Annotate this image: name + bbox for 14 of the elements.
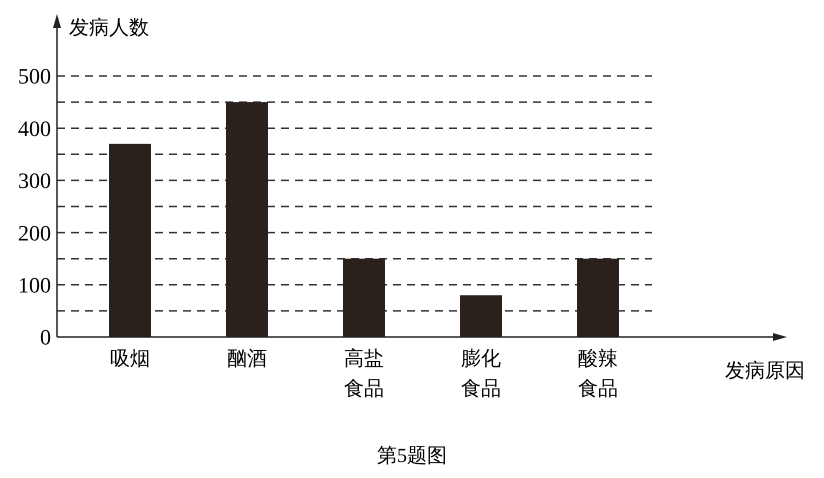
text: 第5题图	[377, 445, 447, 467]
y-tick-label: 100	[18, 272, 51, 298]
x-tick-label: 膨化食品	[461, 348, 501, 400]
y-tick-label: 300	[18, 168, 51, 194]
y-tick-label: 0	[40, 324, 51, 350]
y-axis-title: 发病人数	[69, 17, 149, 39]
y-tick-label: 400	[18, 116, 51, 141]
x-tick-label: 吸烟	[110, 348, 150, 370]
y-tick-label: 200	[18, 220, 51, 246]
x-tick-label: 酸辣食品	[578, 348, 618, 400]
x-axis-title: 发病原因	[725, 360, 805, 382]
x-tick-label: 酗酒	[227, 348, 267, 370]
y-tick-label: 500	[18, 64, 51, 89]
x-tick-label: 高盐食品	[344, 347, 384, 400]
